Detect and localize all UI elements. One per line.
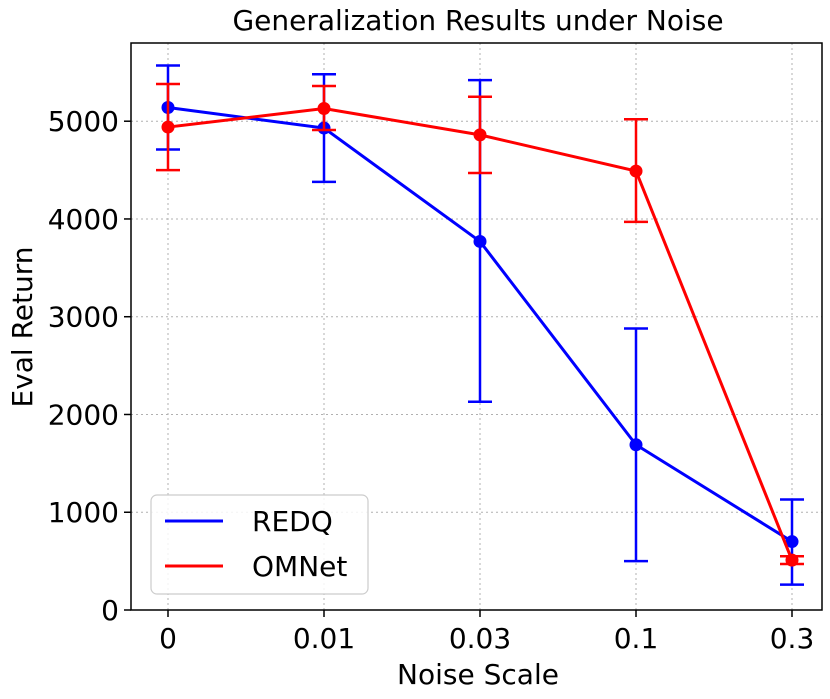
y-tick-label: 2000 [48,398,119,431]
y-tick-label: 0 [101,594,119,627]
data-point-redq [629,438,643,452]
data-point-redq [785,535,799,549]
x-tick-label: 0.03 [449,622,511,655]
data-point-omnet [785,553,799,567]
data-point-omnet [629,164,643,178]
plot-frame [130,42,823,611]
chart-title: Generalization Results under Noise [232,4,723,37]
legend: REDQ OMNet [150,494,369,595]
x-tick-label: 0.3 [770,622,815,655]
series-redq [156,64,804,586]
axis-ticks: 0 0.01 0.03 0.1 0.3 0 1000 2000 3000 4000 5000 [48,105,815,655]
x-tick-label: 0.1 [614,622,659,655]
data-point-omnet [317,101,331,115]
y-tick-label: 3000 [48,301,119,334]
data-point-redq [473,234,487,248]
legend-label-omnet: OMNet [252,550,347,583]
x-tick-label: 0.01 [293,622,355,655]
series-layer [156,64,804,586]
y-tick-label: 4000 [48,203,119,236]
y-tick-label: 5000 [48,105,119,138]
legend-label-redq: REDQ [252,505,333,538]
y-tick-label: 1000 [48,496,119,529]
x-axis-label: Noise Scale [397,658,559,691]
x-tick-label: 0 [159,622,177,655]
y-axis-label: Eval Return [6,246,39,407]
data-point-omnet [473,128,487,142]
data-point-omnet [161,120,175,134]
series-omnet [156,82,804,567]
